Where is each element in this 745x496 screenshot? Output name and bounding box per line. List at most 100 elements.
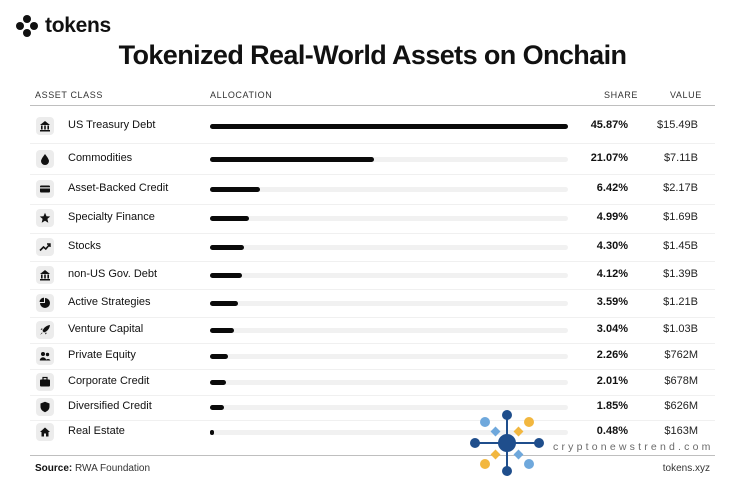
allocation-bar-track	[210, 405, 568, 410]
allocation-bar-track	[210, 301, 568, 306]
share-value: 2.26%	[596, 349, 628, 361]
tokens-logo-icon	[16, 15, 38, 37]
briefcase-icon	[36, 373, 54, 391]
share-value: 4.12%	[596, 268, 628, 280]
asset-class-label: Corporate Credit	[68, 375, 150, 387]
asset-class-label: Asset-Backed Credit	[68, 182, 169, 194]
row-divider	[30, 316, 715, 318]
table-row: US Treasury Debt 45.87% $15.49B	[30, 117, 715, 144]
share-value: 4.99%	[596, 211, 628, 223]
allocation-bar-track	[210, 187, 568, 192]
source-note: Source: RWA Foundation	[35, 463, 150, 474]
page-title: Tokenized Real-World Assets on Onchain	[118, 40, 627, 70]
allocation-bar	[210, 187, 261, 192]
share-value: 2.01%	[596, 375, 628, 387]
asset-class-label: Stocks	[68, 240, 102, 252]
header-share: SHARE	[604, 90, 639, 100]
header-allocation: ALLOCATION	[210, 90, 273, 100]
allocation-bar-track	[210, 380, 568, 385]
header-value: VALUE	[670, 90, 702, 100]
asset-class-label: Diversified Credit	[68, 400, 152, 412]
allocation-bar	[210, 405, 225, 410]
source-label: Source:	[35, 463, 73, 474]
asset-class-label: Specialty Finance	[68, 211, 155, 223]
row-divider	[30, 261, 715, 262]
source-value: RWA Foundation	[75, 463, 151, 474]
table-row: Active Strategies 3.59% $1.21B	[30, 294, 715, 318]
table-row: Commodities 21.07% $7.11B	[30, 150, 715, 175]
table-row: Private Equity 2.26% $762M	[30, 347, 715, 370]
asset-value: $678M	[664, 375, 698, 387]
site-url: tokens.xyz	[662, 463, 710, 474]
row-divider	[30, 369, 715, 370]
footer-divider	[30, 455, 715, 456]
table-row: Real Estate 0.48% $163M	[30, 423, 715, 441]
table-row: Diversified Credit 1.85% $626M	[30, 398, 715, 421]
asset-class-label: Commodities	[68, 152, 133, 164]
asset-value: $1.45B	[663, 240, 698, 252]
asset-class-label: Private Equity	[68, 349, 136, 361]
row-divider	[30, 419, 715, 421]
asset-value: $762M	[664, 349, 698, 361]
table-row: non-US Gov. Debt 4.12% $1.39B	[30, 266, 715, 290]
drop-icon	[36, 150, 54, 168]
allocation-bar	[210, 273, 243, 278]
table-row: Stocks 4.30% $1.45B	[30, 238, 715, 262]
allocation-bar-track	[210, 273, 568, 278]
share-value: 4.30%	[596, 240, 628, 252]
allocation-bar-track	[210, 124, 568, 129]
bank-icon	[36, 266, 54, 284]
row-divider	[30, 232, 715, 234]
allocation-bar-track	[210, 328, 568, 333]
asset-class-label: US Treasury Debt	[68, 119, 156, 131]
share-value: 45.87%	[590, 119, 628, 131]
row-divider	[30, 289, 715, 290]
bank-icon	[36, 117, 54, 135]
asset-value: $163M	[664, 425, 698, 437]
rocket-icon	[36, 321, 54, 339]
card-icon	[36, 180, 54, 198]
table-row: Venture Capital 3.04% $1.03B	[30, 321, 715, 344]
share-value: 6.42%	[596, 182, 628, 194]
star-icon	[36, 209, 54, 227]
share-value: 21.07%	[590, 152, 628, 164]
table-row: Specialty Finance 4.99% $1.69B	[30, 209, 715, 234]
header-asset-class: ASSET CLASS	[35, 90, 103, 100]
row-divider	[30, 394, 715, 396]
asset-value: $15.49B	[657, 119, 698, 131]
asset-value: $626M	[664, 400, 698, 412]
share-value: 3.04%	[596, 323, 628, 335]
asset-value: $1.39B	[663, 268, 698, 280]
table-row: Corporate Credit 2.01% $678M	[30, 373, 715, 396]
allocation-bar	[210, 157, 375, 162]
asset-value: $7.11B	[663, 152, 698, 164]
allocation-bar	[210, 430, 214, 435]
pie-icon	[36, 294, 54, 312]
brand-name: tokens	[45, 14, 111, 37]
allocation-bar	[210, 328, 234, 333]
brand-logo: tokens	[16, 14, 111, 38]
allocation-bar-track	[210, 354, 568, 359]
asset-class-label: Venture Capital	[68, 323, 144, 335]
allocation-bar	[210, 216, 249, 221]
network-logo-icon	[470, 410, 544, 476]
allocation-bar-track	[210, 430, 568, 435]
row-divider	[30, 343, 715, 344]
asset-class-label: non-US Gov. Debt	[68, 268, 158, 280]
people-icon	[36, 347, 54, 365]
allocation-bar	[210, 354, 228, 359]
asset-value: $1.69B	[663, 211, 698, 223]
trend-icon	[36, 238, 54, 256]
allocation-bar-track	[210, 245, 568, 250]
row-divider	[30, 142, 715, 144]
watermark-text: cryptonewstrend.com	[553, 441, 714, 453]
allocation-bar	[210, 245, 244, 250]
share-value: 1.85%	[596, 400, 628, 412]
asset-value: $1.03B	[663, 323, 698, 335]
allocation-bar	[210, 380, 226, 385]
table-row: Asset-Backed Credit 6.42% $2.17B	[30, 180, 715, 205]
row-divider	[30, 203, 715, 205]
asset-value: $2.17B	[663, 182, 698, 194]
allocation-bar	[210, 124, 568, 129]
header-divider	[30, 105, 715, 106]
